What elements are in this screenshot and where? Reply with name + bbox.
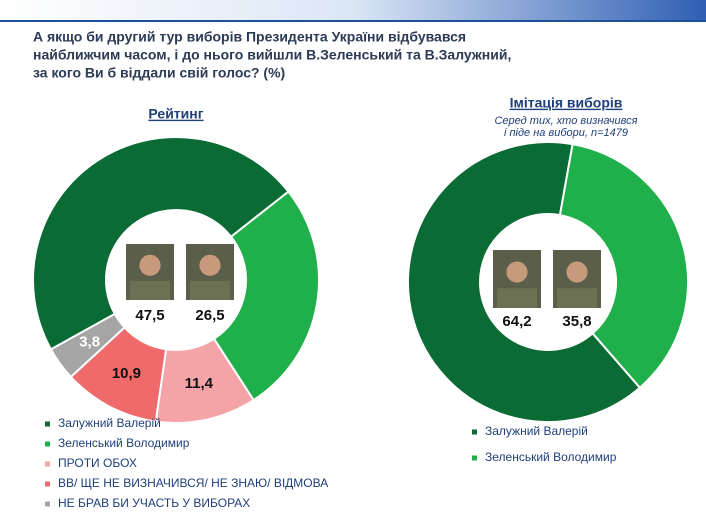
title-line: за кого Ви б віддали свій голос? (%): [33, 65, 285, 81]
value-label: 10,9: [112, 365, 141, 382]
header-line: [0, 20, 706, 22]
value-label: 35,8: [562, 313, 591, 330]
value-label: 3,8: [79, 333, 100, 350]
donut-segment: [407, 141, 642, 423]
photo-head: [139, 254, 161, 276]
legend-label: ПРОТИ ОБОХ: [58, 456, 137, 470]
donut-segment: [49, 312, 126, 379]
legend-label: Залужний Валерій: [485, 424, 588, 438]
chart-title: Рейтинг: [148, 106, 203, 122]
legend-label: НЕ БРАВ БИ УЧАСТЬ У ВИБОРАХ: [58, 496, 250, 510]
legend-swatch: [45, 501, 50, 507]
header-bar: [0, 0, 706, 20]
chart-subtitle: і піде на вибори, n=1479: [504, 127, 628, 139]
value-label: 47,5: [135, 307, 164, 324]
photo-body: [130, 280, 170, 300]
photo-head: [199, 254, 221, 276]
photo-body: [557, 288, 597, 308]
donut-segment: [32, 135, 290, 351]
legend-swatch: [45, 441, 50, 447]
value-label: 64,2: [502, 313, 531, 330]
value-label: 26,5: [195, 307, 224, 324]
photo-head: [566, 261, 588, 283]
legend-swatch: [45, 421, 50, 427]
title-line: найближчим часом, і до нього вийшли В.Зе…: [33, 47, 511, 63]
donut-segment: [212, 190, 320, 402]
legend-label: Зеленський Володимир: [58, 436, 190, 450]
chart-title: Імітація виборів: [510, 95, 623, 111]
legend-label: Залужний Валерій: [58, 416, 161, 430]
photo-body: [497, 288, 537, 308]
value-label: 11,4: [185, 375, 214, 392]
legend-swatch: [45, 461, 50, 467]
donut-segment: [558, 143, 689, 390]
title-line: А якщо би другий тур виборів Президента …: [33, 29, 466, 45]
chart-subtitle: Серед тих, хто визначився: [494, 115, 637, 127]
photo-body: [190, 280, 230, 300]
title: А якщо би другий тур виборів Президента …: [33, 29, 511, 81]
legend-swatch: [472, 455, 477, 461]
legend-swatch: [472, 429, 477, 435]
legend-label: ВВ/ ЩЕ НЕ ВИЗНАЧИВСЯ/ НЕ ЗНАЮ/ ВІДМОВА: [58, 476, 328, 490]
photo-head: [506, 261, 528, 283]
legend-label: Зеленський Володимир: [485, 450, 617, 464]
legend-swatch: [45, 481, 50, 487]
